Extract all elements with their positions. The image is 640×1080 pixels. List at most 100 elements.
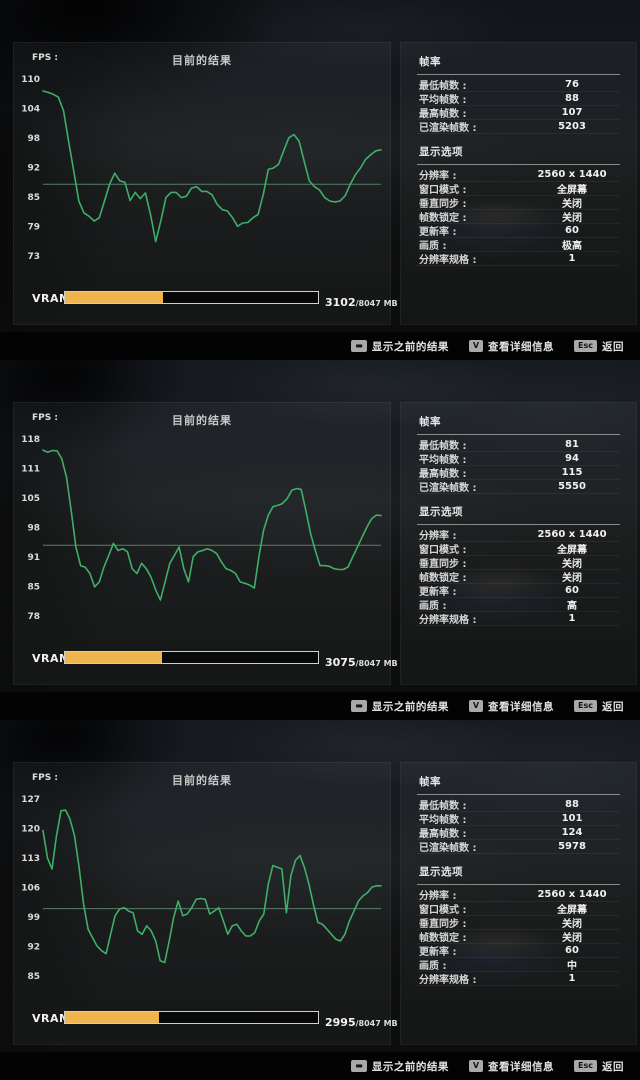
vram-bar xyxy=(64,291,319,304)
svg-text:85: 85 xyxy=(27,193,40,203)
svg-text:85: 85 xyxy=(27,972,40,982)
svg-text:79: 79 xyxy=(27,223,40,233)
svg-text:104: 104 xyxy=(21,105,40,115)
hint-label: 显示之前的结果 xyxy=(371,700,449,713)
key-badge: Esc xyxy=(574,340,597,352)
stat-value: 高 xyxy=(567,601,577,612)
stat-label: 垂直同步 : xyxy=(419,559,467,570)
stat-label: 更新率 : xyxy=(419,947,457,958)
svg-text:118: 118 xyxy=(21,435,40,445)
vram-row: VRAM 2995/8047 MB xyxy=(14,1010,398,1029)
display-section-header: 显示选项 xyxy=(417,861,620,885)
framerate-rows: 最低帧数 : 88 平均帧数 : 101 最高帧数 : 124 已渲染帧数 : 5978 xyxy=(417,798,620,854)
stat-value: 1 xyxy=(568,613,576,624)
key-hint-显示之前的结果[interactable]: ▬ 显示之前的结果 xyxy=(351,1059,449,1074)
stat-value: 关闭 xyxy=(562,573,582,584)
vram-used: 3102 xyxy=(325,296,356,309)
stat-row: 最低帧数 : 88 xyxy=(417,798,620,812)
svg-text:106: 106 xyxy=(21,884,40,894)
stat-value: 60 xyxy=(565,585,579,596)
key-hint-返回[interactable]: Esc 返回 xyxy=(574,1059,624,1074)
key-badge: V xyxy=(468,700,484,712)
stat-value: 2560 x 1440 xyxy=(537,889,607,900)
fps-chart-box: FPS : 目前的结果 118 111 105 98 91 85 78 VRAM 3075/… xyxy=(13,402,398,685)
stat-label: 分辨率 : xyxy=(419,171,457,182)
key-hint-返回[interactable]: Esc 返回 xyxy=(574,699,624,714)
framerate-section-header: 帧率 xyxy=(417,411,620,435)
stat-row: 垂直同步 : 关闭 xyxy=(417,196,620,210)
stat-label: 最高帧数 : xyxy=(419,469,467,480)
framerate-section-header: 帧率 xyxy=(417,51,620,75)
stat-label: 最高帧数 : xyxy=(419,829,467,840)
stat-value: 关闭 xyxy=(562,933,582,944)
framerate-rows: 最低帧数 : 76 平均帧数 : 88 最高帧数 : 107 已渲染帧数 : 5203 xyxy=(417,78,620,134)
stat-label: 已渲染帧数 : xyxy=(419,483,477,494)
hint-label: 查看详细信息 xyxy=(488,1060,555,1073)
stat-row: 画质 : 极高 xyxy=(417,238,620,252)
stat-row: 最高帧数 : 124 xyxy=(417,826,620,840)
stat-row: 画质 : 中 xyxy=(417,958,620,972)
svg-text:73: 73 xyxy=(27,252,40,262)
hint-label: 返回 xyxy=(602,1060,624,1073)
results-info-box: 帧率 最低帧数 :81 平均帧数 :94 最高帧数 :115 已渲染帧数 :5550 … xyxy=(400,402,637,685)
key-badge: Esc xyxy=(574,1060,597,1072)
fps-chart-box: FPS : 目前的结果 127 120 113 106 99 92 85 VRAM 2995… xyxy=(13,762,398,1045)
svg-text:98: 98 xyxy=(27,134,40,144)
key-hint-显示之前的结果[interactable]: ▬ 显示之前的结果 xyxy=(351,339,449,354)
stat-label: 分辨率规格 : xyxy=(419,975,477,986)
stat-row: 分辨率规格 : 1 xyxy=(417,252,620,266)
chart-title: 目前的结果 xyxy=(172,414,232,427)
hint-label: 查看详细信息 xyxy=(488,700,555,713)
stat-value: 中 xyxy=(567,961,577,972)
svg-text:113: 113 xyxy=(21,854,40,864)
display-rows: 分辨率 :2560 x 1440 窗口模式 : 全屏幕 垂直同步 : 关闭 帧数锁定 :关… xyxy=(417,168,620,266)
fps-axis-label: FPS : xyxy=(32,53,58,63)
stat-label: 平均帧数 : xyxy=(419,95,467,106)
vram-label: VRAM xyxy=(32,292,71,305)
key-badge: ▬ xyxy=(351,1060,367,1072)
stat-label: 分辨率规格 : xyxy=(419,615,477,626)
stat-value: 81 xyxy=(565,439,579,450)
stat-label: 最低帧数 : xyxy=(419,81,467,92)
stat-row: 更新率 : 60 xyxy=(417,224,620,238)
key-hint-显示之前的结果[interactable]: ▬ 显示之前的结果 xyxy=(351,699,449,714)
hint-label: 查看详细信息 xyxy=(488,340,555,353)
stat-row: 分辨率 : 2560 x 1440 xyxy=(417,528,620,542)
stat-value: 101 xyxy=(561,813,583,824)
vram-total: /8047 MB xyxy=(355,1019,398,1028)
stat-label: 窗口模式 : xyxy=(419,545,467,556)
stat-value: 60 xyxy=(565,945,579,956)
framerate-section-header: 帧率 xyxy=(417,771,620,795)
stat-row: 分辨率规格 : 1 xyxy=(417,612,620,626)
stat-label: 帧数锁定 : xyxy=(419,573,467,584)
fps-line-chart: 110 104 98 92 85 79 73 xyxy=(21,75,382,262)
key-hint-查看详细信息[interactable]: V 查看详细信息 xyxy=(468,699,555,714)
key-hint-bar: ▬ 显示之前的结果 V 查看详细信息 Esc 返回 xyxy=(0,1052,640,1080)
stat-label: 帧数锁定 : xyxy=(419,213,467,224)
stat-value: 5978 xyxy=(558,841,586,852)
benchmark-panel-3: FPS : 目前的结果 127 120 113 106 99 92 85 VRAM 2995… xyxy=(0,720,640,1080)
stat-value: 全屏幕 xyxy=(557,185,587,196)
display-section-header: 显示选项 xyxy=(417,141,620,165)
vram-total: /8047 MB xyxy=(355,299,398,308)
vram-total: /8047 MB xyxy=(355,659,398,668)
key-hint-返回[interactable]: Esc 返回 xyxy=(574,339,624,354)
chart-title: 目前的结果 xyxy=(172,54,232,67)
vram-bar xyxy=(64,651,319,664)
key-hint-查看详细信息[interactable]: V 查看详细信息 xyxy=(468,339,555,354)
key-hint-查看详细信息[interactable]: V 查看详细信息 xyxy=(468,1059,555,1074)
stat-label: 分辨率 : xyxy=(419,531,457,542)
key-hint-bar: ▬ 显示之前的结果 V 查看详细信息 Esc 返回 xyxy=(0,692,640,720)
fps-line-chart: 118 111 105 98 91 85 78 xyxy=(21,435,382,622)
stat-value: 关闭 xyxy=(562,199,582,210)
vram-fill xyxy=(65,1012,160,1023)
display-rows: 分辨率 :2560 x 1440 窗口模式 : 全屏幕 垂直同步 : 关闭 帧数锁定 :关… xyxy=(417,888,620,986)
key-badge: V xyxy=(468,340,484,352)
vram-fill xyxy=(65,652,162,663)
stat-label: 垂直同步 : xyxy=(419,199,467,210)
stat-label: 平均帧数 : xyxy=(419,815,467,826)
stat-value: 全屏幕 xyxy=(557,545,587,556)
stat-value: 124 xyxy=(561,827,583,838)
stat-row: 已渲染帧数 : 5978 xyxy=(417,840,620,854)
vram-fill xyxy=(65,292,163,303)
